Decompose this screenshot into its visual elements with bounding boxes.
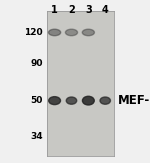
Ellipse shape — [66, 97, 77, 104]
Text: 3: 3 — [85, 5, 92, 15]
Ellipse shape — [49, 29, 61, 36]
Text: 90: 90 — [30, 59, 43, 68]
Ellipse shape — [82, 29, 94, 36]
Text: MEF-2: MEF-2 — [118, 94, 150, 107]
Text: 34: 34 — [30, 132, 43, 141]
Ellipse shape — [100, 97, 110, 104]
Text: 2: 2 — [68, 5, 75, 15]
Ellipse shape — [65, 29, 78, 36]
Text: 4: 4 — [102, 5, 109, 15]
Ellipse shape — [82, 96, 94, 105]
Ellipse shape — [49, 97, 60, 105]
Text: 120: 120 — [24, 28, 43, 37]
Text: 50: 50 — [30, 96, 43, 105]
Text: 1: 1 — [51, 5, 58, 15]
